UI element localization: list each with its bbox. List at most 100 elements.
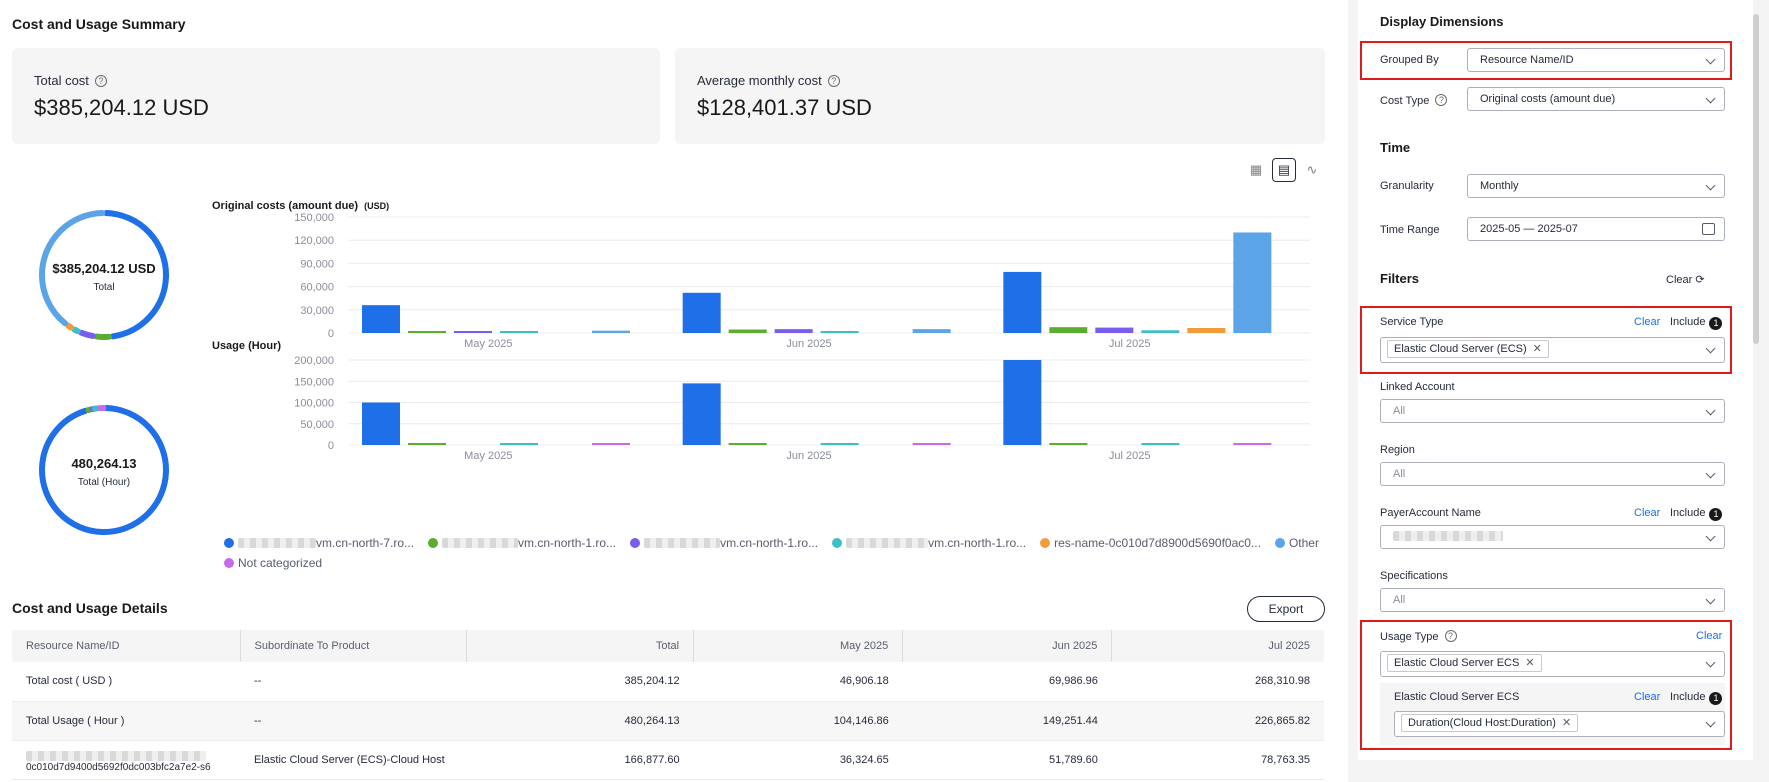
legend-dot bbox=[832, 538, 843, 548]
bar[interactable] bbox=[1233, 232, 1272, 333]
column-header[interactable]: Jun 2025 bbox=[902, 630, 1112, 662]
bar[interactable] bbox=[1049, 443, 1088, 445]
granularity-select[interactable]: Monthly bbox=[1467, 174, 1725, 198]
bar[interactable] bbox=[912, 329, 951, 333]
display-dimensions-title: Display Dimensions bbox=[1380, 14, 1504, 29]
bar[interactable] bbox=[362, 305, 400, 333]
legend-item[interactable]: vm.cn-north-7.ro... bbox=[224, 536, 414, 550]
column-header[interactable]: Jul 2025 bbox=[1111, 630, 1324, 662]
legend-item[interactable]: vm.cn-north-1.ro... bbox=[428, 536, 616, 550]
bar[interactable] bbox=[728, 329, 767, 333]
table-cell: 268,310.98 bbox=[1111, 662, 1324, 702]
column-header[interactable]: May 2025 bbox=[693, 630, 903, 662]
chevron-down-icon bbox=[1705, 405, 1716, 416]
bar[interactable] bbox=[1095, 327, 1134, 333]
service-type-select[interactable]: Elastic Cloud Server (ECS) ✕ bbox=[1380, 337, 1725, 363]
bar[interactable] bbox=[1049, 327, 1088, 333]
resource-id-cell[interactable]: 0c010d7d9400d5692f0dc003bfc2a7e2-s6 bbox=[12, 740, 240, 780]
table-cell: 480,264.13 bbox=[466, 701, 694, 741]
table-row[interactable]: 0c010d7d9400d5692f0dc003bfc2a7e2-s6 Elas… bbox=[12, 740, 1324, 780]
bar[interactable] bbox=[1003, 360, 1042, 445]
usage-type-clear-link[interactable]: Clear bbox=[1696, 630, 1723, 642]
usage-type-select[interactable]: Elastic Cloud Server ECS ✕ bbox=[1380, 651, 1725, 677]
donut-segment[interactable] bbox=[38, 210, 169, 340]
bar[interactable] bbox=[1141, 443, 1180, 445]
refresh-icon: ⟳ bbox=[1695, 274, 1705, 286]
ecs-include[interactable]: Include 1 bbox=[1670, 691, 1723, 705]
table-cell: 51,789.60 bbox=[902, 740, 1112, 780]
bar[interactable] bbox=[1141, 330, 1180, 333]
grouped-by-label: Grouped By bbox=[1380, 54, 1439, 66]
y-tick-label: 0 bbox=[328, 440, 334, 452]
time-range-picker[interactable]: 2025-05 — 2025-07 bbox=[1467, 217, 1725, 241]
bar[interactable] bbox=[1003, 271, 1042, 333]
bar[interactable] bbox=[682, 292, 721, 333]
export-button[interactable]: Export bbox=[1247, 596, 1325, 622]
service-type-clear-link[interactable]: Clear bbox=[1634, 316, 1661, 328]
column-header[interactable]: Total bbox=[466, 630, 694, 662]
close-icon[interactable]: ✕ bbox=[1561, 717, 1572, 729]
specifications-select[interactable]: All bbox=[1380, 588, 1725, 612]
bar[interactable] bbox=[592, 330, 630, 333]
bar[interactable] bbox=[454, 331, 492, 333]
payer-clear-link[interactable]: Clear bbox=[1634, 507, 1661, 519]
grouped-by-select[interactable]: Resource Name/ID bbox=[1467, 48, 1725, 72]
table-cell: -- bbox=[240, 662, 467, 702]
ecs-usage-select[interactable]: Duration(Cloud Host:Duration) ✕ bbox=[1394, 711, 1725, 737]
donut-value: 480,264.13 bbox=[71, 456, 136, 471]
column-header[interactable]: Subordinate To Product bbox=[239, 630, 467, 662]
help-icon[interactable]: ? bbox=[1435, 94, 1448, 106]
bar[interactable] bbox=[820, 331, 859, 333]
payer-include[interactable]: Include 1 bbox=[1670, 507, 1723, 521]
region-select[interactable]: All bbox=[1380, 462, 1725, 486]
bar[interactable] bbox=[774, 329, 813, 333]
service-type-include[interactable]: Include 1 bbox=[1670, 316, 1723, 330]
bar[interactable] bbox=[682, 383, 721, 445]
bar-chart-icon[interactable]: ▤ bbox=[1272, 158, 1296, 182]
payer-account-select[interactable] bbox=[1380, 525, 1725, 549]
legend-dot bbox=[1274, 538, 1285, 548]
y-tick-label: 90,000 bbox=[300, 258, 334, 270]
panel-scrollbar[interactable] bbox=[1753, 14, 1759, 344]
legend-label: vm.cn-north-1.ro... bbox=[518, 536, 617, 550]
help-icon[interactable]: ? bbox=[827, 75, 840, 87]
filter-panel-content: Display Dimensions Grouped By Resource N… bbox=[1358, 0, 1753, 760]
donut-label: Total bbox=[93, 282, 114, 293]
legend-item[interactable]: Other bbox=[1274, 536, 1319, 550]
redacted-text bbox=[26, 751, 206, 761]
bar[interactable] bbox=[500, 443, 538, 445]
clear-all-filters[interactable]: Clear ⟳ bbox=[1666, 274, 1705, 286]
help-icon[interactable]: ? bbox=[1444, 630, 1457, 642]
service-type-tag[interactable]: Elastic Cloud Server (ECS) ✕ bbox=[1387, 340, 1549, 358]
legend-item[interactable]: vm.cn-north-1.ro... bbox=[832, 536, 1026, 550]
legend-item[interactable]: res-name-0c010d7d8900d5690f0ac0... bbox=[1040, 536, 1261, 550]
legend-item[interactable]: Not categorized bbox=[224, 556, 322, 570]
linked-account-select[interactable]: All bbox=[1380, 399, 1725, 423]
donut-label: Total (Hour) bbox=[78, 477, 130, 488]
bar[interactable] bbox=[408, 443, 446, 445]
column-header[interactable]: Resource Name/ID bbox=[12, 630, 240, 662]
close-icon[interactable]: ✕ bbox=[1532, 343, 1542, 355]
line-chart-icon[interactable]: ∿ bbox=[1306, 162, 1318, 177]
chart-legend: vm.cn-north-7.ro... vm.cn-north-1.ro... vm… bbox=[224, 536, 1324, 570]
ecs-clear-link[interactable]: Clear bbox=[1634, 691, 1661, 703]
bar[interactable] bbox=[1187, 327, 1226, 333]
bar[interactable] bbox=[592, 443, 630, 445]
cost-type-select[interactable]: Original costs (amount due) bbox=[1467, 87, 1725, 111]
bar[interactable] bbox=[1233, 443, 1272, 445]
donut-segment[interactable] bbox=[38, 210, 169, 340]
legend-item[interactable]: vm.cn-north-1.ro... bbox=[630, 536, 818, 550]
donut-segment[interactable] bbox=[38, 210, 169, 340]
close-icon[interactable]: ✕ bbox=[1525, 657, 1535, 669]
bar[interactable] bbox=[408, 331, 446, 333]
ecs-usage-tag[interactable]: Duration(Cloud Host:Duration) ✕ bbox=[1401, 714, 1579, 732]
stacked-bar-chart-icon[interactable]: ▦ bbox=[1249, 162, 1263, 177]
donut-segment[interactable] bbox=[38, 405, 169, 535]
bar[interactable] bbox=[362, 402, 400, 446]
bar[interactable] bbox=[912, 443, 951, 445]
usage-type-tag[interactable]: Elastic Cloud Server ECS ✕ bbox=[1387, 654, 1542, 672]
bar[interactable] bbox=[820, 443, 859, 445]
bar[interactable] bbox=[728, 443, 767, 445]
bar[interactable] bbox=[500, 331, 538, 333]
help-icon[interactable]: ? bbox=[94, 75, 107, 87]
